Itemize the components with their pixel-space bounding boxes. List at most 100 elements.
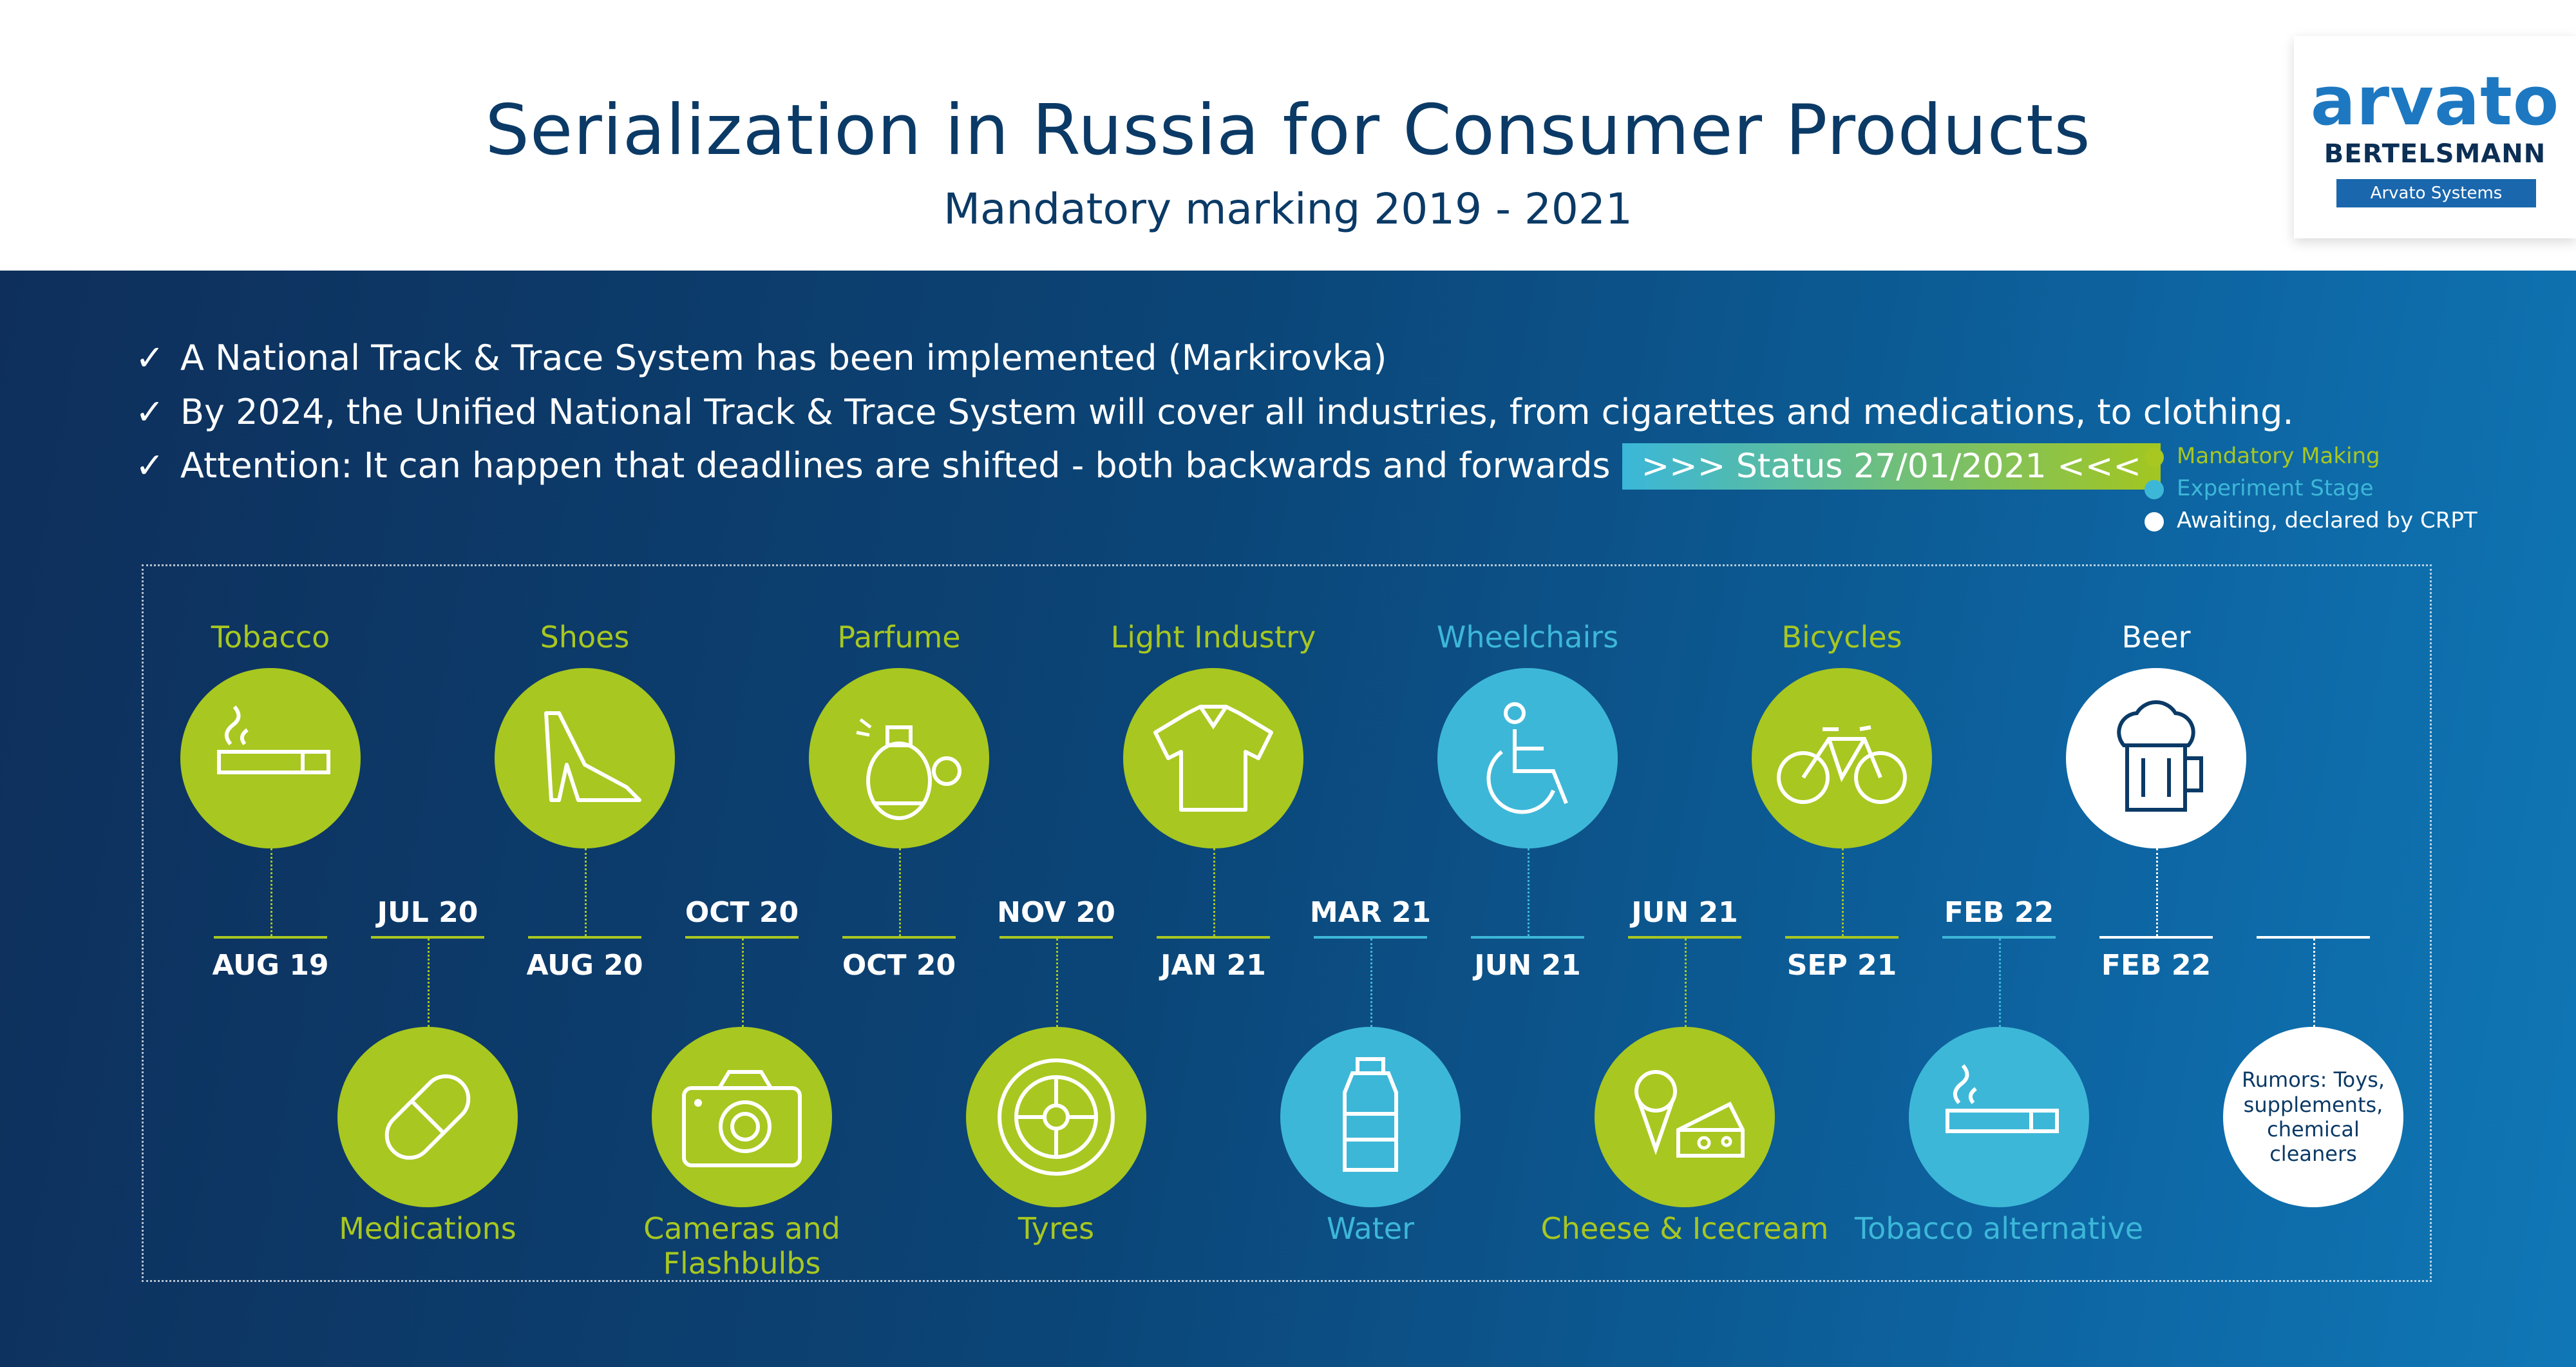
high-heel-icon bbox=[544, 711, 641, 802]
water-bottle-icon bbox=[1343, 1057, 1398, 1172]
status-badge: >>> Status 27/01/2021 <<< bbox=[1622, 443, 2161, 490]
date-label: OCT 20 bbox=[685, 896, 799, 929]
beer-icon bbox=[2117, 700, 2203, 812]
date-label: MAR 21 bbox=[1309, 896, 1432, 929]
connector-line bbox=[1528, 848, 1530, 936]
tyre-icon bbox=[998, 1058, 1115, 1176]
category-label: Shoes bbox=[540, 620, 630, 655]
timeline-tick bbox=[214, 936, 327, 939]
camera-icon bbox=[682, 1070, 802, 1167]
timeline-tick bbox=[2257, 936, 2370, 939]
category-label: Tyres bbox=[1018, 1211, 1095, 1246]
cheese-icecream-icon bbox=[1634, 1070, 1745, 1158]
legend-awaiting: Awaiting, declared by CRPT bbox=[2145, 508, 2477, 533]
date-label: AUG 19 bbox=[212, 949, 329, 982]
category-circle bbox=[495, 668, 675, 848]
category-circle bbox=[1595, 1027, 1775, 1207]
category-circle bbox=[1437, 668, 1618, 848]
legend-mandatory: Mandatory Making bbox=[2145, 443, 2380, 469]
connector-line bbox=[585, 848, 587, 936]
category-circle bbox=[2066, 668, 2246, 848]
timeline-tick bbox=[371, 936, 484, 939]
date-label: JAN 21 bbox=[1160, 949, 1266, 982]
category-circle bbox=[1123, 668, 1303, 848]
category-circle bbox=[1909, 1027, 2089, 1207]
check-icon: ✓ bbox=[135, 392, 165, 432]
category-circle bbox=[652, 1027, 832, 1207]
timeline-tick bbox=[1628, 936, 1741, 939]
date-label: SEP 21 bbox=[1786, 949, 1897, 982]
timeline-tick bbox=[2099, 936, 2213, 939]
connector-line bbox=[1056, 939, 1058, 1027]
connector-line bbox=[270, 848, 272, 936]
legend-dot bbox=[2145, 447, 2164, 467]
category-label: Cameras and Flashbulbs bbox=[643, 1211, 840, 1281]
category-label: Medications bbox=[339, 1211, 516, 1246]
bullet-3: ✓ Attention: It can happen that deadlines… bbox=[135, 443, 2161, 490]
bullet-2-text: By 2024, the Unified National Track & Tr… bbox=[180, 392, 2294, 432]
page-title: Serialization in Russia for Consumer Pro… bbox=[485, 90, 2091, 171]
shirt-icon bbox=[1153, 705, 1273, 812]
legend-label: Awaiting, declared by CRPT bbox=[2177, 508, 2477, 533]
category-circle: Rumors: Toys, supplements, chemical clea… bbox=[2223, 1027, 2403, 1207]
logo-parent: BERTELSMANN bbox=[2324, 139, 2546, 169]
logo-brand: arvato bbox=[2310, 62, 2560, 140]
date-label: FEB 22 bbox=[1944, 896, 2054, 929]
check-icon: ✓ bbox=[135, 338, 165, 378]
connector-line bbox=[1370, 939, 1372, 1027]
date-label: AUG 20 bbox=[526, 949, 643, 982]
category-label: Bicycles bbox=[1781, 620, 1902, 655]
date-label: FEB 22 bbox=[2101, 949, 2211, 982]
legend-label: Experiment Stage bbox=[2177, 475, 2374, 501]
connector-line bbox=[428, 939, 430, 1027]
connector-line bbox=[1842, 848, 1844, 936]
timeline-tick bbox=[1942, 936, 2056, 939]
category-label: Tobacco bbox=[211, 620, 330, 655]
cigarette-icon bbox=[1946, 1064, 2059, 1133]
timeline-tick bbox=[999, 936, 1113, 939]
category-circle bbox=[966, 1027, 1146, 1207]
timeline-tick bbox=[1785, 936, 1899, 939]
date-label: OCT 20 bbox=[842, 949, 956, 982]
cigarette-icon bbox=[217, 705, 330, 774]
connector-line bbox=[2313, 939, 2315, 1027]
connector-line bbox=[2156, 848, 2158, 936]
timeline-tick bbox=[685, 936, 799, 939]
connector-line bbox=[742, 939, 744, 1027]
bullet-1-text: A National Track & Trace System has been… bbox=[180, 338, 1387, 378]
timeline-frame bbox=[142, 564, 2432, 1282]
date-label: JUN 21 bbox=[1474, 949, 1581, 982]
connector-line bbox=[1999, 939, 2001, 1027]
perfume-icon bbox=[856, 718, 961, 820]
legend-dot bbox=[2145, 479, 2164, 499]
category-label: Parfume bbox=[837, 620, 961, 655]
wheelchair-icon bbox=[1486, 702, 1568, 814]
timeline-tick bbox=[842, 936, 956, 939]
category-circle bbox=[809, 668, 989, 848]
pill-icon bbox=[384, 1074, 471, 1160]
legend-experiment: Experiment Stage bbox=[2145, 475, 2374, 501]
category-label: Light Industry bbox=[1110, 620, 1316, 655]
date-label: NOV 20 bbox=[997, 896, 1115, 929]
category-circle bbox=[337, 1027, 518, 1207]
connector-line bbox=[899, 848, 901, 936]
timeline-tick bbox=[1471, 936, 1584, 939]
category-circle bbox=[1752, 668, 1932, 848]
bicycle-icon bbox=[1777, 725, 1907, 804]
date-label: JUN 21 bbox=[1631, 896, 1738, 929]
category-circle bbox=[180, 668, 361, 848]
date-label: JUL 20 bbox=[377, 896, 478, 929]
bullet-2: ✓ By 2024, the Unified National Track & T… bbox=[135, 392, 2294, 432]
legend-label: Mandatory Making bbox=[2177, 443, 2380, 469]
category-label: Beer bbox=[2121, 620, 2191, 655]
rumor-text: Rumors: Toys, supplements, chemical clea… bbox=[2241, 1067, 2385, 1167]
page-subtitle: Mandatory marking 2019 - 2021 bbox=[943, 184, 1633, 234]
header: Serialization in Russia for Consumer Pro… bbox=[0, 0, 2576, 271]
category-label: Wheelchairs bbox=[1436, 620, 1619, 655]
arvato-logo: arvato BERTELSMANN Arvato Systems bbox=[2294, 36, 2576, 238]
category-circle bbox=[1280, 1027, 1461, 1207]
category-label: Tobacco alternative bbox=[1854, 1211, 2144, 1246]
bullet-3-text: Attention: It can happen that deadlines … bbox=[180, 445, 1611, 486]
category-label: Cheese & Icecream bbox=[1540, 1211, 1829, 1246]
connector-line bbox=[1213, 848, 1215, 936]
